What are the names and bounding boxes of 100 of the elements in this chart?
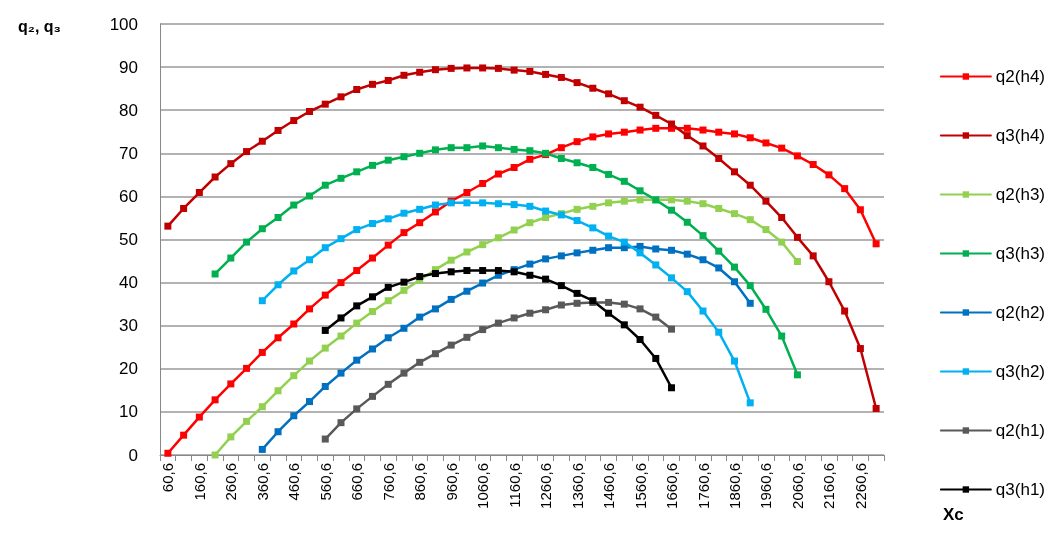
point [384, 297, 392, 305]
point [416, 313, 424, 321]
point [479, 279, 487, 287]
point [463, 333, 471, 341]
point [746, 282, 754, 290]
point [841, 307, 849, 315]
point [494, 319, 502, 327]
point [447, 268, 455, 276]
point [400, 153, 408, 161]
point [337, 369, 345, 377]
point [368, 220, 376, 228]
point [526, 67, 534, 75]
point [636, 103, 644, 111]
point [290, 117, 298, 125]
point [573, 138, 581, 146]
point [668, 120, 676, 128]
point [746, 134, 754, 142]
point [290, 320, 298, 328]
point [620, 97, 628, 105]
point [557, 301, 565, 309]
point [699, 256, 707, 264]
x-tick-label: 1160,6 [505, 463, 523, 508]
point [321, 344, 329, 352]
point [431, 201, 439, 209]
point [557, 282, 565, 290]
point [589, 224, 597, 232]
point [368, 293, 376, 301]
point [683, 288, 691, 296]
x-tick-label: 760,6 [379, 463, 397, 501]
legend-label: q2(h3) [995, 185, 1045, 204]
point [368, 254, 376, 262]
point [164, 222, 172, 230]
point [699, 200, 707, 208]
point [652, 261, 660, 269]
point [510, 66, 518, 74]
point [636, 126, 644, 134]
point [306, 107, 314, 115]
point [211, 173, 219, 181]
point [730, 278, 738, 286]
point [400, 286, 408, 294]
point [652, 124, 660, 132]
point [746, 216, 754, 224]
point [762, 305, 770, 313]
point [652, 313, 660, 321]
point [337, 93, 345, 101]
y-tick-label: 70 [119, 143, 138, 163]
point [589, 202, 597, 210]
point [510, 145, 518, 153]
point [463, 144, 471, 152]
point [195, 413, 203, 421]
point [636, 196, 644, 204]
x-tick-label: 560,6 [316, 463, 334, 501]
point [526, 155, 534, 163]
point [856, 345, 864, 353]
point [321, 244, 329, 252]
point [620, 197, 628, 205]
point [227, 160, 235, 168]
point [416, 149, 424, 157]
point [431, 305, 439, 313]
point [699, 307, 707, 315]
point [715, 128, 723, 136]
x-tick-label: 360,6 [253, 463, 271, 501]
point [825, 278, 833, 286]
x-tick-label: 2260,6 [851, 463, 869, 509]
point [274, 214, 282, 222]
x-tick-label: 960,6 [442, 463, 460, 501]
y-tick-label: 80 [119, 100, 138, 120]
x-tick-label: 460,6 [285, 463, 303, 501]
x-tick-label: 1360,6 [568, 463, 586, 509]
point [778, 144, 786, 152]
point [306, 357, 314, 365]
point [384, 283, 392, 291]
point [479, 267, 487, 275]
point [542, 306, 550, 314]
point [463, 267, 471, 275]
point [463, 189, 471, 197]
point [683, 250, 691, 258]
point [306, 256, 314, 264]
y-tick-label: 10 [119, 402, 138, 422]
point [463, 287, 471, 295]
point [573, 217, 581, 225]
point [778, 214, 786, 222]
point [746, 299, 754, 307]
point [400, 324, 408, 332]
point [636, 335, 644, 343]
point [715, 247, 723, 255]
point [447, 256, 455, 264]
point [668, 246, 676, 254]
point [856, 206, 864, 214]
legend-label: q3(h2) [995, 362, 1045, 381]
point [605, 244, 613, 252]
legend-label: q3(h3) [995, 244, 1045, 263]
point [605, 298, 613, 306]
point [227, 433, 235, 441]
point [668, 274, 676, 282]
point [793, 257, 801, 265]
point [605, 170, 613, 178]
point [211, 451, 219, 459]
point [510, 226, 518, 234]
point [510, 314, 518, 322]
